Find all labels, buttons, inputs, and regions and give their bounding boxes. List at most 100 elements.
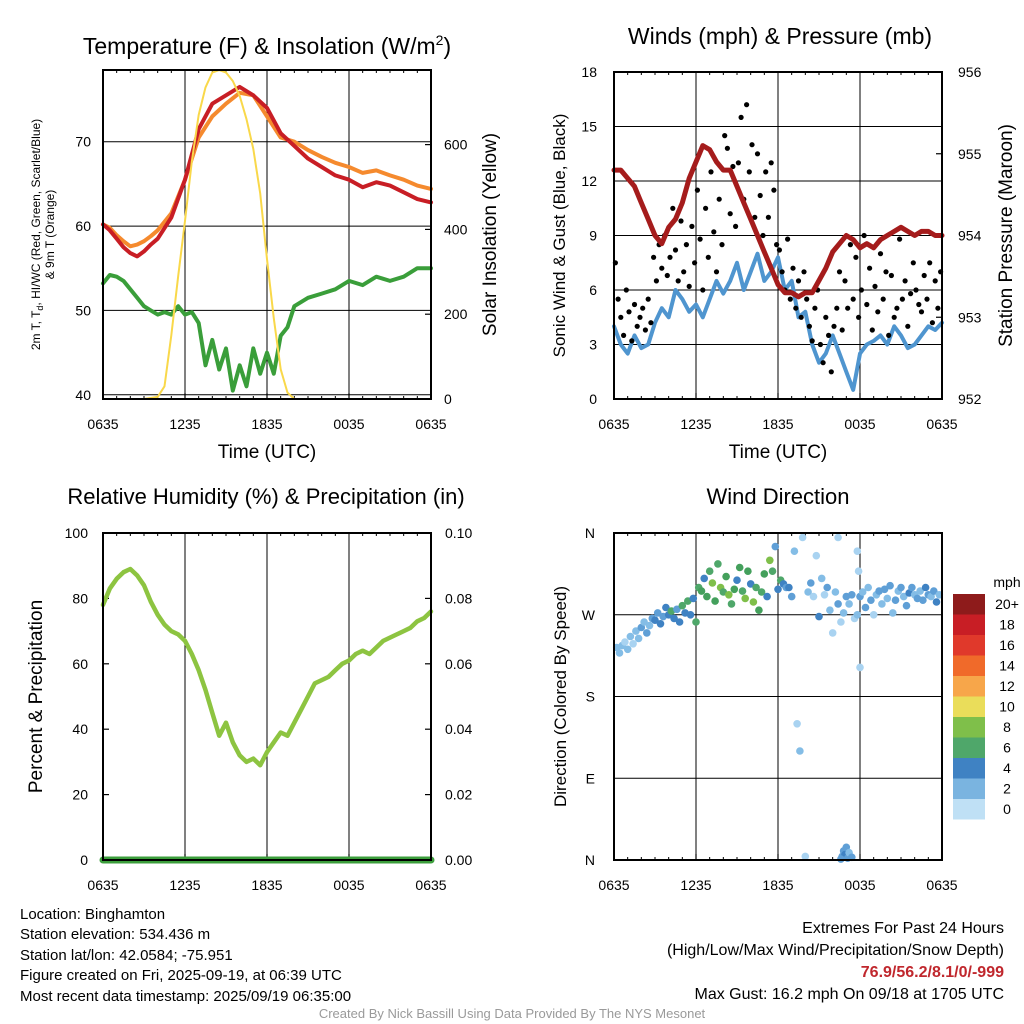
temperature-ylabel-part: 2m T, T	[29, 310, 43, 350]
winds-gust-point	[798, 314, 804, 320]
winds-xlabel: Time (UTC)	[729, 442, 828, 463]
winds-gust-point	[774, 242, 780, 248]
temperature-xtick-label: 0035	[333, 416, 364, 432]
wind-direction-point	[766, 556, 774, 565]
winds-gust-point	[809, 338, 815, 344]
wind-direction-point	[651, 616, 659, 624]
humidity-xtick-label: 1235	[169, 877, 200, 893]
wind-direction-point	[793, 720, 801, 728]
winds-title: Winds (mph) & Pressure (mb)	[628, 23, 932, 49]
winds-gust-point	[795, 278, 802, 284]
winds-gust-point	[640, 305, 646, 311]
wind-direction-point	[733, 576, 741, 584]
wind-direction-point	[815, 612, 823, 621]
wind-direction-point	[757, 588, 766, 596]
wind-direction-point	[853, 611, 862, 619]
figure-created: Figure created on Fri, 2025-09-19, at 06…	[20, 967, 342, 985]
winds-gust-point	[648, 320, 654, 326]
wind-direction-point	[708, 579, 717, 587]
credit-line: Created By Nick Bassill Using Data Provi…	[318, 1006, 706, 1021]
winds-gust-point	[916, 301, 922, 308]
winds-y2label: Station Pressure (Maroon)	[996, 124, 1017, 347]
wind-direction-point	[837, 618, 845, 626]
wind-direction-point	[697, 587, 706, 595]
winds-gust-point	[812, 305, 818, 311]
winds-panel: 0 3 6 9 12 15 18 952 953 954 955 956 0635 1235 1835 003…	[550, 23, 1017, 463]
wind-direction-point	[692, 618, 700, 626]
winds-gust-point	[705, 254, 711, 260]
temperature-series-line	[101, 266, 433, 393]
wind-direction-point	[675, 618, 684, 626]
temperature-xtick-label: 1835	[251, 416, 282, 432]
wind-direction-point	[774, 585, 782, 594]
winds-gust-point	[686, 283, 692, 289]
humidity-y2tick-label: 0.02	[445, 787, 472, 803]
wind-direction-point	[763, 592, 771, 601]
winds-ytick-label: 18	[581, 64, 597, 80]
wind-direction-point	[856, 663, 864, 672]
wind-direction-point	[853, 547, 862, 555]
extremes-subtitle: (High/Low/Max Wind/Precipitation/Snow De…	[666, 942, 1004, 959]
wind-direction-point	[741, 594, 749, 603]
winds-gust-point	[724, 145, 731, 151]
wind-direction-point	[834, 533, 842, 542]
winds-gust-point	[776, 247, 783, 253]
wind-direction-point	[686, 611, 695, 619]
winds-xtick-label: 0635	[926, 416, 957, 432]
winds-gust-point	[626, 309, 632, 315]
temperature-xlabel: Time (UTC)	[218, 442, 317, 463]
humidity-panel: 0 20 40 60 80 100 0.00 0.02 0.04 0.06 0.08 0.10 0635…	[26, 484, 472, 893]
winds-gust-point	[861, 232, 867, 239]
wind-direction-point	[711, 597, 719, 605]
wind-direction-xtick-label: 1835	[762, 877, 793, 893]
wind-direction-ytick-label: W	[582, 607, 596, 623]
winds-gust-point	[932, 278, 938, 284]
humidity-title: Relative Humidity (%) & Precipitation (i…	[67, 484, 464, 509]
winds-gust-point	[910, 260, 916, 266]
wind-direction-point	[804, 588, 812, 596]
winds-gust-point	[921, 272, 927, 279]
wind-direction-point	[858, 588, 867, 596]
wind-direction-ylabel: Direction (Colored By Speed)	[551, 586, 570, 807]
legend-swatch	[953, 758, 985, 779]
winds-sonic-line	[612, 251, 944, 392]
winds-gust-point	[667, 254, 673, 260]
winds-gust-point	[621, 332, 627, 338]
legend-swatch	[953, 737, 985, 758]
winds-xtick-label: 0035	[844, 416, 875, 432]
humidity-ylabel: Percent & Precipitation	[26, 600, 47, 793]
winds-gust-point	[875, 309, 881, 315]
temperature-title: Temperature (F) & Insolation (W/m2)	[83, 32, 451, 59]
temperature-ytick-label: 50	[75, 302, 91, 318]
winds-gust-point	[853, 254, 859, 260]
max-gust: Max Gust: 16.2 mph On 09/18 at 1705 UTC	[694, 986, 1005, 1003]
winds-gust-point	[929, 320, 936, 326]
winds-gust-point	[883, 269, 889, 275]
legend-label: 16	[999, 637, 1015, 653]
humidity-xtick-label: 0635	[415, 877, 446, 893]
wind-direction-point	[645, 621, 654, 630]
wind-direction-point	[883, 594, 892, 603]
temperature-ytick-label: 40	[75, 387, 91, 403]
wind-direction-ytick-label: N	[585, 852, 595, 868]
winds-gust-point	[768, 160, 774, 166]
winds-gust-point	[867, 265, 873, 271]
wind-direction-xtick-label: 0035	[844, 877, 875, 893]
wind-direction-point	[670, 614, 678, 623]
winds-gust-point	[888, 272, 895, 279]
wind-direction-point	[823, 583, 831, 592]
humidity-ytick-label: 100	[65, 525, 89, 541]
wind-direction-point	[801, 852, 810, 861]
humidity-y2tick-label: 0.08	[445, 590, 472, 606]
wind-direction-title: Wind Direction	[706, 484, 849, 509]
wind-direction-point	[705, 567, 714, 575]
humidity-ytick-label: 40	[72, 721, 88, 737]
wind-direction-point	[817, 574, 826, 583]
wind-direction-point	[749, 598, 758, 606]
wind-direction-point	[845, 600, 853, 608]
legend-label: 6	[1003, 740, 1011, 756]
winds-gust-point	[817, 341, 824, 348]
wind-direction-point	[634, 634, 643, 643]
wind-direction-point	[897, 583, 905, 592]
